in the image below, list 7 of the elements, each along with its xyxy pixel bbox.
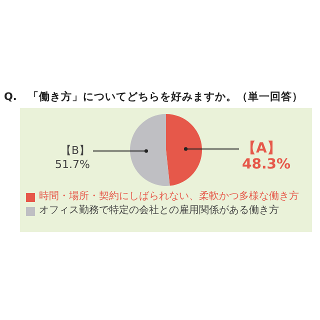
data-label: 48.3% <box>242 156 291 173</box>
text: 【A】 <box>242 140 281 157</box>
legend-label: オフィス勤務で特定の会社との雇用関係がある働き方 <box>39 204 279 218</box>
text: 【B】 <box>60 144 90 157</box>
legend-label: 時間・場所・契約にしばられない、柔軟かつ多様な働き方 <box>39 190 299 204</box>
chart-title: Q. 「働き方」についてどちらを好みますか。（単一回答） <box>4 90 304 104</box>
data-label: 51.7% <box>55 158 90 171</box>
